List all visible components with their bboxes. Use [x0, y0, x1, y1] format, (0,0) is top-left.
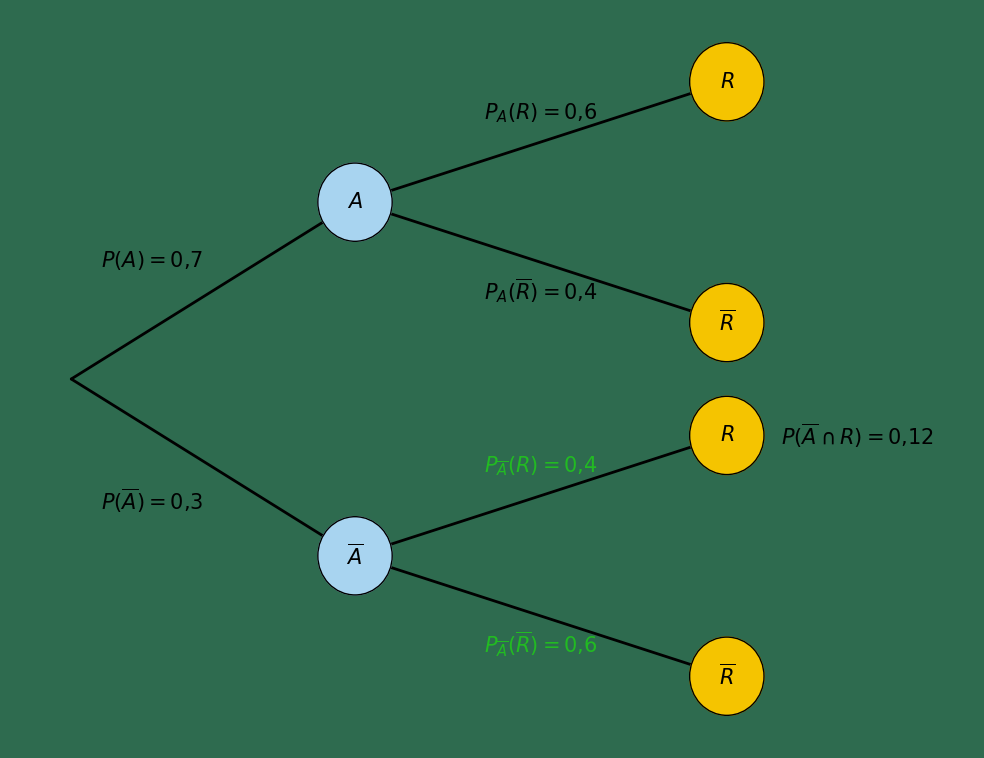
Text: $\overline{R}$: $\overline{R}$ [718, 310, 735, 335]
Text: $P(A) = 0{,}7$: $P(A) = 0{,}7$ [101, 249, 204, 272]
Text: $P_A(\overline{R}) = 0{,}4$: $P_A(\overline{R}) = 0{,}4$ [484, 277, 597, 305]
Ellipse shape [690, 42, 764, 121]
Ellipse shape [318, 163, 393, 241]
Text: $P(\overline{A}) = 0{,}3$: $P(\overline{A}) = 0{,}3$ [101, 487, 204, 515]
Text: $P_A(R) = 0{,}6$: $P_A(R) = 0{,}6$ [484, 102, 597, 125]
Text: $P_{\overline{A}}(R) = 0{,}4$: $P_{\overline{A}}(R) = 0{,}4$ [484, 455, 597, 479]
Ellipse shape [690, 283, 764, 362]
Text: $P_{\overline{A}}(\overline{R}) = 0{,}6$: $P_{\overline{A}}(\overline{R}) = 0{,}6$ [484, 630, 597, 659]
Text: $P(\overline{A} \cap R) = 0{,}12$: $P(\overline{A} \cap R) = 0{,}12$ [780, 421, 934, 449]
Text: $\overline{A}$: $\overline{A}$ [346, 543, 364, 568]
Text: $A$: $A$ [347, 193, 363, 212]
Text: $R$: $R$ [719, 425, 734, 446]
Text: $\overline{R}$: $\overline{R}$ [718, 663, 735, 689]
Ellipse shape [690, 396, 764, 475]
Ellipse shape [690, 637, 764, 716]
Ellipse shape [318, 517, 393, 595]
Text: $R$: $R$ [719, 72, 734, 92]
